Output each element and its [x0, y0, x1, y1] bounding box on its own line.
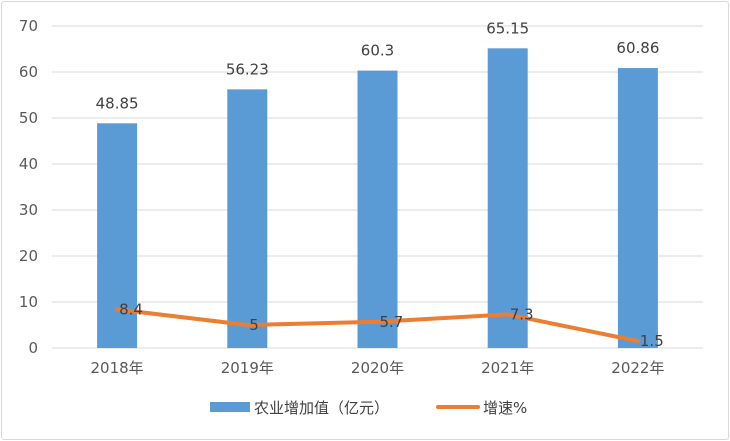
x-tick-label: 2020年	[351, 359, 404, 377]
line-value-label: 5	[249, 316, 259, 334]
line-point	[636, 339, 640, 343]
y-tick-label: 0	[28, 339, 38, 357]
bar-data-labels: 48.85 56.23 60.3 65.15 60.86	[96, 19, 660, 112]
bar-value-label: 60.3	[361, 42, 394, 60]
y-tick-label: 70	[19, 17, 38, 35]
line-point	[245, 323, 249, 327]
bar	[617, 68, 658, 348]
x-tick-label: 2019年	[221, 359, 274, 377]
line-value-label: 1.5	[640, 332, 664, 350]
line-data-labels: 8.4 5 5.7 7.3 1.5	[119, 300, 664, 350]
line-point	[506, 312, 510, 316]
bar-value-label: 60.86	[616, 39, 659, 57]
y-tick-label: 30	[19, 201, 38, 219]
bar-value-label: 48.85	[96, 94, 139, 112]
line-point	[115, 307, 119, 311]
x-tick-label: 2022年	[611, 359, 664, 377]
line-value-label: 5.7	[380, 313, 404, 331]
legend: 农业增加值（亿元） 增速%	[210, 399, 527, 417]
x-tick-label: 2018年	[91, 359, 144, 377]
bar	[227, 89, 268, 348]
line-value-label: 7.3	[510, 305, 534, 323]
legend-bar-label: 农业增加值（亿元）	[254, 399, 389, 417]
y-tick-label: 10	[19, 293, 38, 311]
legend-line-label: 增速%	[483, 399, 527, 417]
bar-value-label: 65.15	[486, 19, 529, 37]
x-tick-labels: 2018年 2019年 2020年 2021年 2022年	[91, 359, 665, 377]
y-tick-label: 50	[19, 109, 38, 127]
x-tick-label: 2021年	[481, 359, 534, 377]
bar-value-label: 56.23	[226, 60, 269, 78]
bar	[357, 70, 398, 349]
line-series	[115, 307, 640, 344]
bar-series	[97, 48, 658, 349]
y-tick-label: 40	[19, 155, 38, 173]
legend-bar-swatch	[210, 402, 250, 412]
line-point	[376, 320, 379, 324]
y-tick-label: 20	[19, 247, 38, 265]
y-tick-label: 60	[19, 63, 38, 81]
bar	[487, 48, 528, 349]
line-value-label: 8.4	[119, 300, 143, 318]
y-tick-labels: 0 10 20 30 40 50 60 70	[19, 17, 38, 357]
